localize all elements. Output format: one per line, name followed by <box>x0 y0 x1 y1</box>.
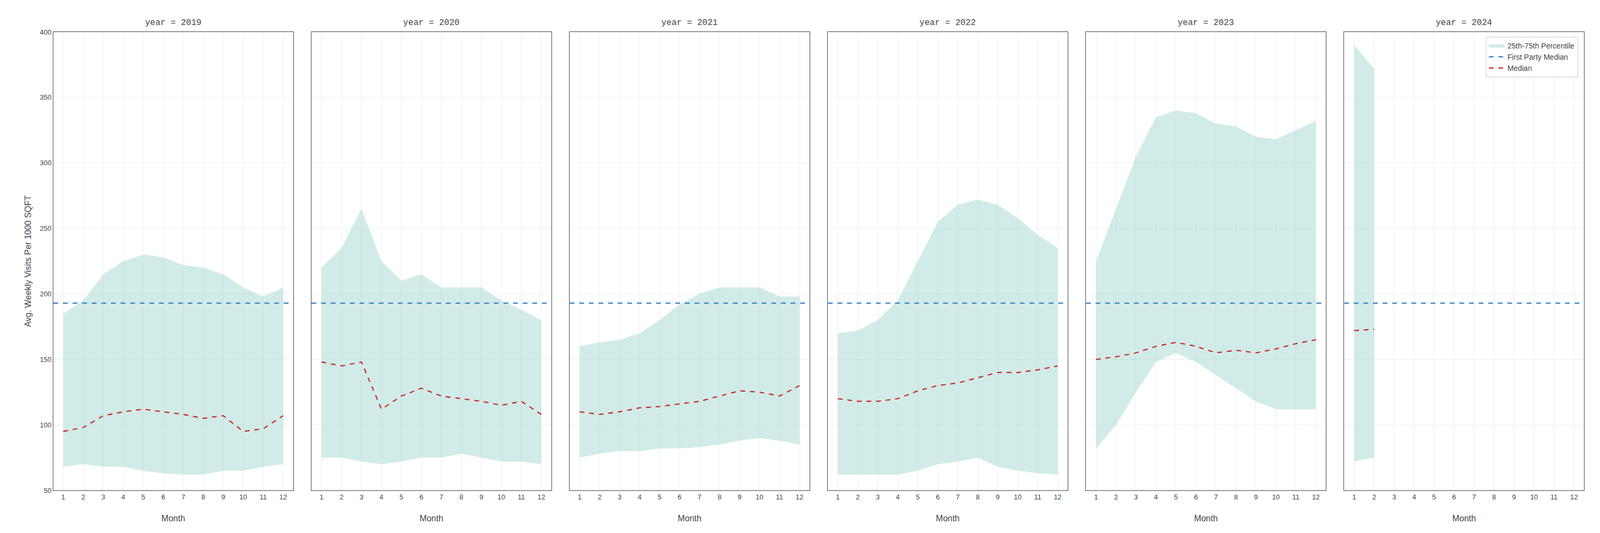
svg-text:3: 3 <box>875 493 880 502</box>
svg-text:year = 2019: year = 2019 <box>145 18 202 28</box>
svg-text:12: 12 <box>795 493 804 502</box>
svg-text:2: 2 <box>597 493 602 502</box>
svg-text:8: 8 <box>1492 493 1496 502</box>
svg-text:11: 11 <box>259 493 268 502</box>
svg-text:9: 9 <box>479 493 484 502</box>
svg-text:2: 2 <box>81 493 86 502</box>
svg-text:year = 2022: year = 2022 <box>919 18 976 28</box>
svg-text:5: 5 <box>657 493 662 502</box>
svg-text:11: 11 <box>1292 493 1300 502</box>
svg-text:Month: Month <box>419 514 444 524</box>
svg-text:4: 4 <box>121 493 126 502</box>
svg-text:2: 2 <box>1372 493 1376 502</box>
svg-text:6: 6 <box>677 493 682 502</box>
svg-text:5: 5 <box>915 493 920 502</box>
svg-text:1: 1 <box>319 493 324 502</box>
svg-text:10: 10 <box>1013 493 1022 502</box>
svg-text:6: 6 <box>419 493 424 502</box>
svg-text:2: 2 <box>339 493 344 502</box>
svg-text:year = 2023: year = 2023 <box>1177 18 1235 28</box>
svg-text:25th-75th Percentile: 25th-75th Percentile <box>1507 41 1575 51</box>
svg-text:6: 6 <box>1194 493 1198 502</box>
svg-text:7: 7 <box>1213 493 1218 502</box>
svg-text:2: 2 <box>1114 493 1118 502</box>
svg-text:10: 10 <box>755 493 764 502</box>
svg-text:12: 12 <box>1053 493 1062 502</box>
svg-text:First Party Median: First Party Median <box>1507 52 1569 62</box>
svg-text:2: 2 <box>856 493 860 502</box>
svg-text:4: 4 <box>1154 493 1158 502</box>
svg-text:9: 9 <box>995 493 1000 502</box>
svg-text:4: 4 <box>1412 493 1416 502</box>
svg-text:5: 5 <box>141 493 146 502</box>
svg-text:7: 7 <box>1472 493 1476 502</box>
svg-text:10: 10 <box>239 493 247 502</box>
svg-text:1: 1 <box>577 493 582 502</box>
svg-text:4: 4 <box>637 493 642 502</box>
svg-text:200: 200 <box>40 290 52 299</box>
svg-text:Avg. Weekly Visits Per 1000 SQ: Avg. Weekly Visits Per 1000 SQFT <box>23 195 33 327</box>
svg-text:3: 3 <box>1133 493 1138 502</box>
svg-text:12: 12 <box>1312 493 1320 502</box>
svg-text:10: 10 <box>1272 493 1280 502</box>
svg-text:4: 4 <box>379 493 384 502</box>
svg-text:3: 3 <box>617 493 622 502</box>
svg-text:7: 7 <box>439 493 444 502</box>
svg-text:8: 8 <box>976 493 980 502</box>
svg-text:4: 4 <box>896 493 900 502</box>
svg-text:Median: Median <box>1507 64 1533 73</box>
svg-text:300: 300 <box>40 158 52 167</box>
svg-text:3: 3 <box>1392 493 1396 502</box>
svg-text:100: 100 <box>40 421 52 430</box>
svg-text:9: 9 <box>221 493 226 502</box>
svg-text:350: 350 <box>40 93 52 102</box>
svg-text:50: 50 <box>43 486 52 495</box>
svg-text:9: 9 <box>737 493 742 502</box>
svg-text:12: 12 <box>279 493 287 502</box>
svg-text:Month: Month <box>1452 514 1476 524</box>
svg-text:6: 6 <box>1452 493 1456 502</box>
svg-text:5: 5 <box>1432 493 1436 502</box>
svg-text:7: 7 <box>697 493 702 502</box>
svg-text:9: 9 <box>1512 493 1516 502</box>
svg-text:10: 10 <box>1530 493 1538 502</box>
svg-text:11: 11 <box>1034 493 1042 502</box>
svg-text:6: 6 <box>161 493 165 502</box>
svg-text:7: 7 <box>955 493 960 502</box>
svg-text:1: 1 <box>835 493 840 502</box>
svg-text:3: 3 <box>101 493 106 502</box>
svg-text:Month: Month <box>161 514 186 524</box>
svg-text:11: 11 <box>517 493 526 502</box>
svg-text:250: 250 <box>40 224 52 233</box>
svg-text:8: 8 <box>459 493 463 502</box>
svg-text:3: 3 <box>359 493 364 502</box>
svg-text:year = 2021: year = 2021 <box>661 18 718 28</box>
svg-text:year = 2020: year = 2020 <box>403 18 460 28</box>
svg-text:1: 1 <box>1352 493 1356 502</box>
svg-text:9: 9 <box>1253 493 1258 502</box>
svg-text:6: 6 <box>936 493 940 502</box>
svg-text:10: 10 <box>497 493 506 502</box>
svg-text:12: 12 <box>1570 493 1578 502</box>
svg-text:Month: Month <box>936 514 960 524</box>
svg-text:12: 12 <box>537 493 546 502</box>
svg-text:1: 1 <box>61 493 66 502</box>
svg-text:5: 5 <box>1173 493 1178 502</box>
svg-text:11: 11 <box>776 493 784 502</box>
svg-text:Month: Month <box>1194 514 1218 524</box>
svg-text:1: 1 <box>1093 493 1098 502</box>
svg-text:8: 8 <box>1234 493 1238 502</box>
svg-text:150: 150 <box>40 355 52 364</box>
svg-text:year = 2024: year = 2024 <box>1435 18 1493 28</box>
svg-text:8: 8 <box>717 493 722 502</box>
svg-text:8: 8 <box>201 493 205 502</box>
svg-text:11: 11 <box>1550 493 1558 502</box>
svg-text:7: 7 <box>181 493 186 502</box>
svg-text:5: 5 <box>399 493 404 502</box>
svg-text:400: 400 <box>40 28 52 37</box>
svg-text:Month: Month <box>677 514 702 524</box>
